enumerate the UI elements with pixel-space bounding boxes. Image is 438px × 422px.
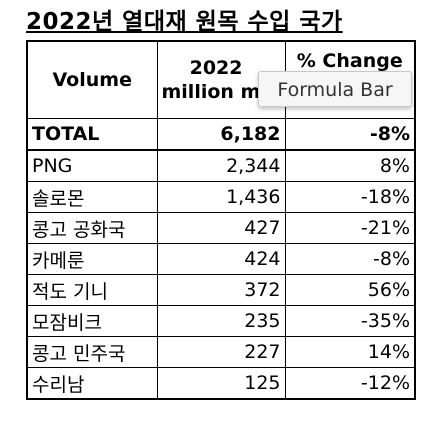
header-year-line1: 2022 (189, 57, 243, 79)
cell-country[interactable]: 콩고 민주국 (26, 336, 158, 368)
sheet-title: 2022년 열대재 원목 수입 국가 (26, 9, 343, 35)
cell-country[interactable]: 적도 기니 (26, 274, 158, 306)
cell-country[interactable]: 콩고 공화국 (26, 212, 158, 244)
cell-volume[interactable]: 427 (156, 212, 286, 244)
cell-volume[interactable]: 235 (156, 305, 286, 337)
cell-change[interactable]: -8% (284, 243, 416, 275)
cell-country[interactable]: 수리남 (26, 367, 158, 400)
cell-volume[interactable]: 1,436 (156, 181, 286, 213)
header-volume[interactable]: Volume (26, 40, 158, 119)
cell-country[interactable]: PNG (26, 149, 158, 182)
header-year-line2: million m3 (161, 81, 274, 103)
cell-change[interactable]: 56% (284, 274, 416, 306)
cell-country[interactable]: TOTAL (26, 118, 158, 151)
cell-volume[interactable]: 6,182 (156, 118, 286, 151)
table-row: 카메룬 424 -8% (26, 243, 416, 275)
cell-change[interactable]: -21% (284, 212, 416, 244)
table-row: 적도 기니 372 56% (26, 274, 416, 306)
cell-country[interactable]: 솔로몬 (26, 181, 158, 213)
table-row: 콩고 민주국 227 14% (26, 336, 416, 368)
table-row: 솔로몬 1,436 -18% (26, 181, 416, 213)
table-row: 콩고 공화국 427 -21% (26, 212, 416, 244)
table-row: 수리남 125 -12% (26, 367, 416, 400)
cell-country[interactable]: 카메룬 (26, 243, 158, 275)
cell-change[interactable]: -35% (284, 305, 416, 337)
cell-volume[interactable]: 125 (156, 367, 286, 400)
cell-change[interactable]: -12% (284, 367, 416, 400)
table-row-total: TOTAL 6,182 -8% (26, 118, 416, 151)
table-row: 모잠비크 235 -35% (26, 305, 416, 337)
cell-volume[interactable]: 227 (156, 336, 286, 368)
cell-volume[interactable]: 372 (156, 274, 286, 306)
cell-change[interactable]: -18% (284, 181, 416, 213)
cell-volume[interactable]: 424 (156, 243, 286, 275)
formula-bar-tooltip: Formula Bar (258, 71, 412, 107)
table-row: PNG 2,344 8% (26, 149, 416, 182)
cell-change[interactable]: 8% (284, 149, 416, 182)
cell-change[interactable]: 14% (284, 336, 416, 368)
cell-volume[interactable]: 2,344 (156, 149, 286, 182)
cell-change[interactable]: -8% (284, 118, 416, 151)
cell-country[interactable]: 모잠비크 (26, 305, 158, 337)
